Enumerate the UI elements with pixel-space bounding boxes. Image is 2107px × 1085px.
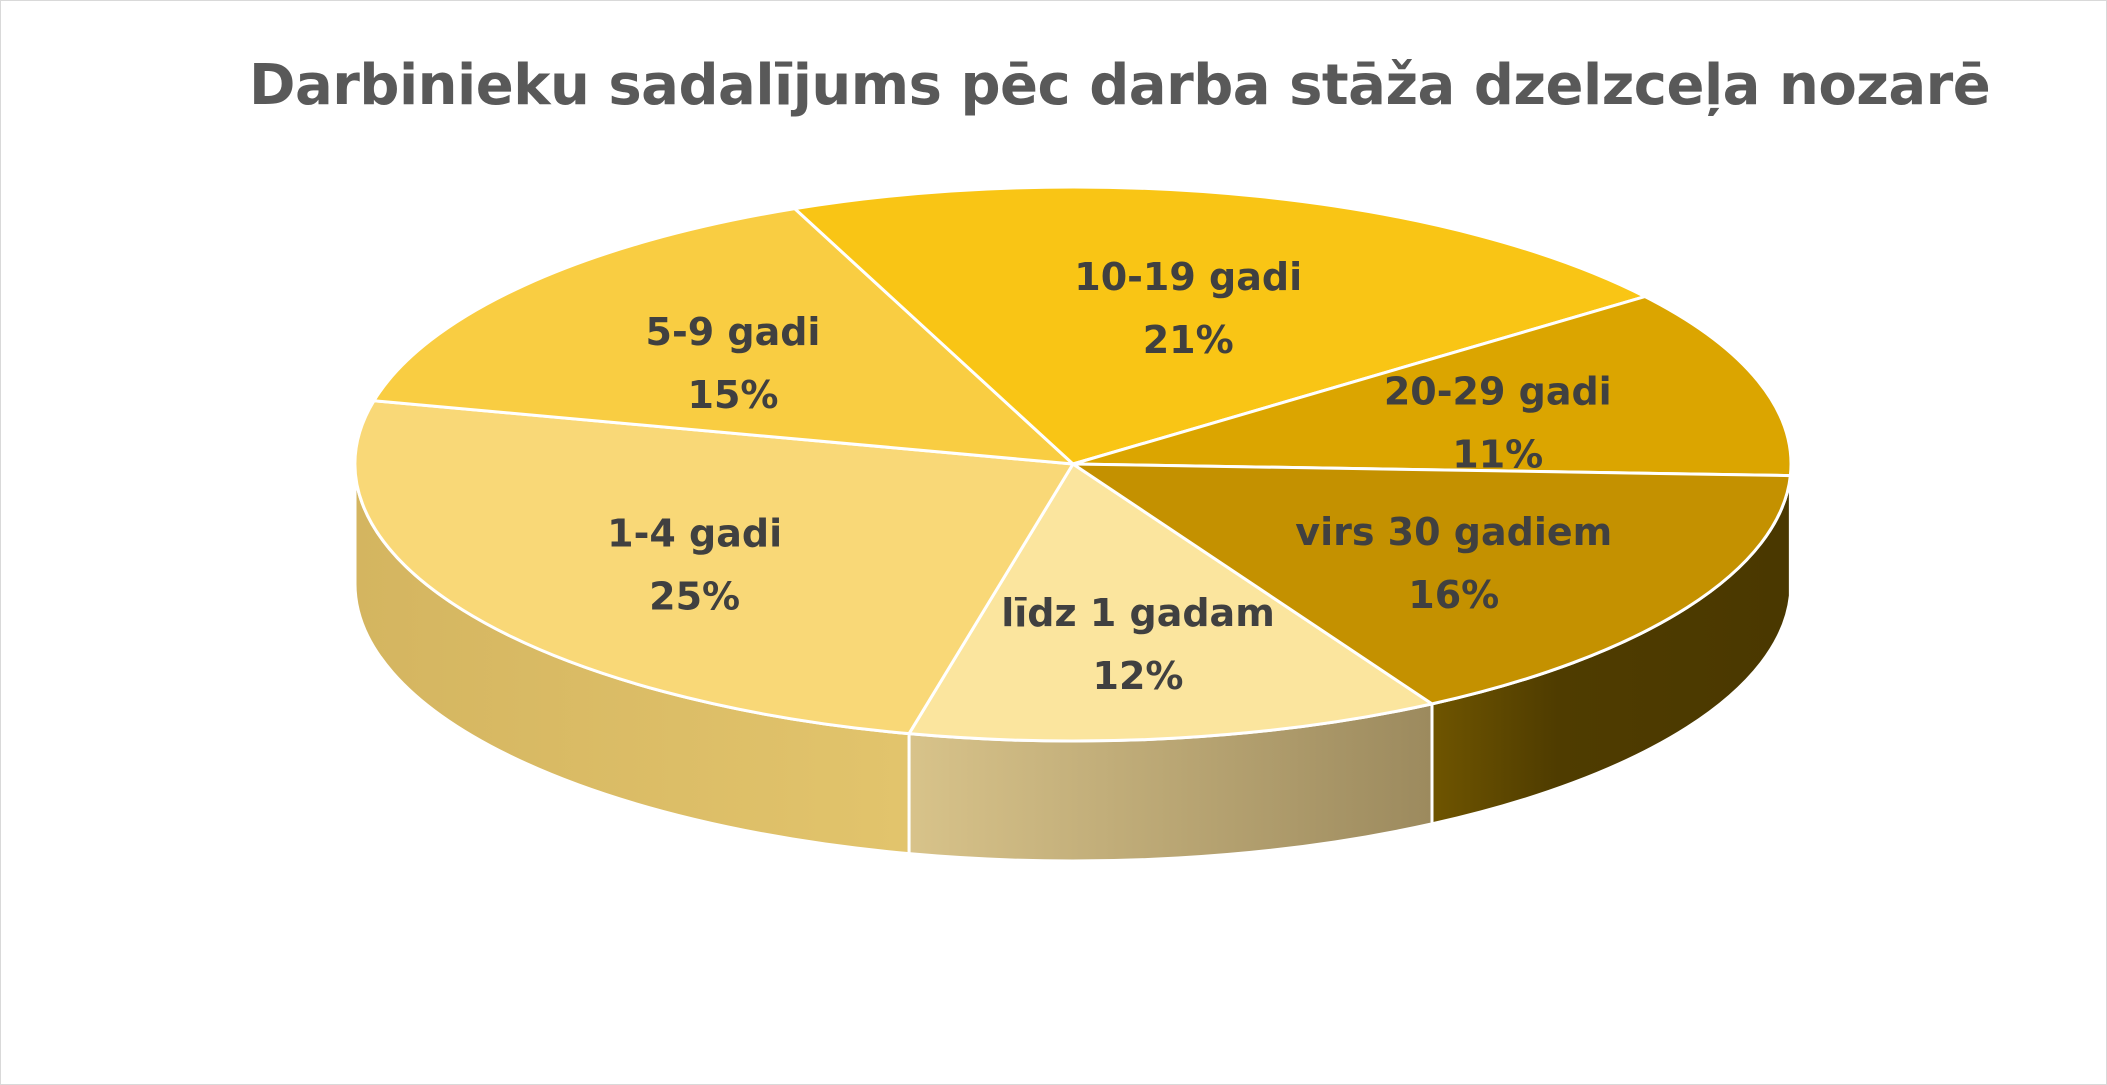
chart-title: Darbinieku sadalījums pēc darba stāža dz… [249,53,1991,118]
category-label-0: līdz 1 gadam [1001,591,1275,635]
pie-slice-5[interactable] [1071,462,1792,706]
category-label-2: 5-9 gadi [646,310,821,354]
category-label-5: virs 30 gadiem [1295,510,1612,554]
data-label-4: 20-29 gadi 11% [1384,370,1612,477]
value-label-4: 11% [1452,433,1543,477]
category-label-4: 20-29 gadi [1384,370,1612,414]
value-label-3: 21% [1143,318,1234,362]
data-label-1: 1-4 gadi 25% [607,511,782,618]
data-label-3: 10-19 gadi 21% [1074,255,1302,362]
value-label-1: 25% [649,574,740,618]
value-label-0: 12% [1093,654,1184,698]
category-label-1: 1-4 gadi [607,511,782,555]
data-label-2: 5-9 gadi 15% [646,310,821,417]
value-label-5: 16% [1408,573,1499,617]
data-label-0: līdz 1 gadam 12% [1001,591,1275,698]
pie-slice-4[interactable] [1071,295,1793,478]
data-label-5: virs 30 gadiem 16% [1295,510,1612,617]
category-label-3: 10-19 gadi [1074,255,1302,299]
pie-slice-0[interactable] [907,462,1434,743]
value-label-2: 15% [688,373,779,417]
pie-slice-2[interactable] [372,207,1075,466]
pie-slice-3[interactable] [793,185,1647,466]
pie-slice-1[interactable] [353,399,1075,736]
